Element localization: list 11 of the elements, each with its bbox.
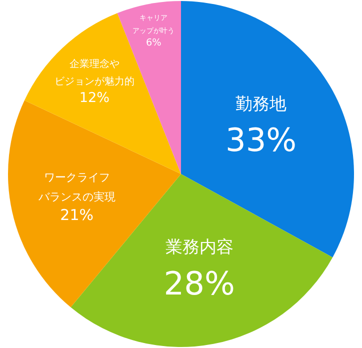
slice-label: 勤務地	[236, 94, 287, 114]
data-label: 12%	[79, 90, 110, 106]
data-label: 21%	[60, 206, 94, 224]
slice-label: 業務内容	[165, 238, 234, 258]
pie-slice	[181, 1, 354, 258]
pie-slice	[24, 13, 181, 174]
slice-label: ワークライフバランスの実現	[37, 170, 116, 204]
slice-label: 企業理念やビジョンが魅力的	[54, 58, 134, 88]
data-label: 33%	[225, 120, 297, 159]
data-label: 6%	[146, 37, 162, 48]
data-label: 28%	[164, 264, 235, 302]
